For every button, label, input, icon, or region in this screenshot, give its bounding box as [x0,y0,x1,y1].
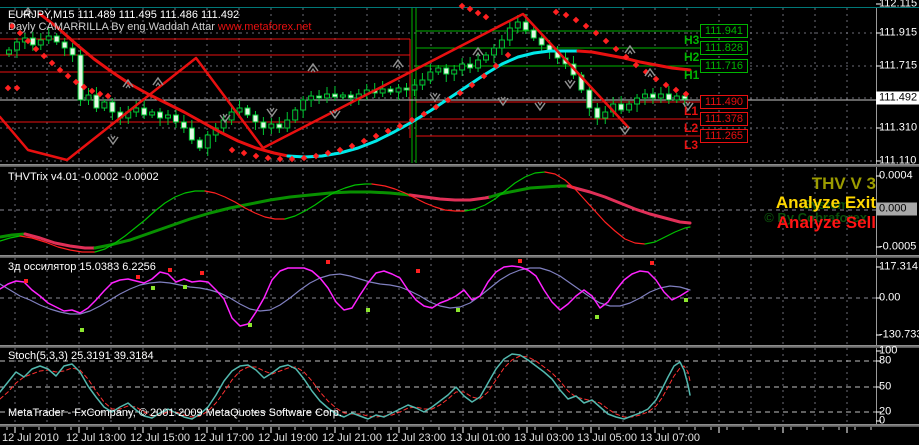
scale-ticks [6,3,881,433]
status-copyright-text: MetaTrader - FxCompany, © 2001-2009 Meta… [8,407,342,419]
stochastic-lines [0,353,691,420]
oscillator-title: 3д оссилятор 15.0383 6.2256 [8,261,156,273]
zigzag-line [0,12,630,162]
thvtrix-title: THVTrix v4.01 -0.0002 -0.0002 [8,171,159,183]
trix-current-value-box: 0.000 [876,202,917,216]
thv-watermark-cobraforex: © By Cobraforex [764,210,867,225]
coral-ma-line [38,12,692,159]
panel-separator[interactable] [0,424,919,427]
symbol-ohlc-title: EURJPY,M15 111.489 111.495 111.486 111.4… [8,9,240,21]
window-frame [0,7,919,424]
camarilla-subtitle: Dayly CAMARRILLA By eng.Waddah Attar [8,21,218,33]
thv-watermark-title: THV V 3 [811,174,876,193]
metaforex-link[interactable]: www.metaforex.net [217,21,312,33]
thvtrix-lines [0,171,692,253]
thv-analyze-exit-label: Analyze Exit [775,193,876,212]
candles-layer [6,14,688,156]
panel-separator[interactable] [0,345,919,348]
indicator-credit-line: Dayly CAMARRILLA By eng.Waddah Attar www… [8,21,311,33]
panel-separator[interactable] [0,255,919,258]
panel-separator[interactable] [0,164,919,167]
stochastic-title: Stoch(5,3,3) 25.3191 39.3184 [8,350,154,362]
fractal-arrows [22,6,694,146]
oscillator-lines [0,259,691,332]
thv-analyze-sell-label: Analyze Sell [776,213,876,232]
time-axis[interactable] [0,427,919,445]
current-price-box: 111.492 [876,91,919,105]
thv-watermark-system: System [802,197,849,212]
price-scale[interactable] [876,8,919,425]
